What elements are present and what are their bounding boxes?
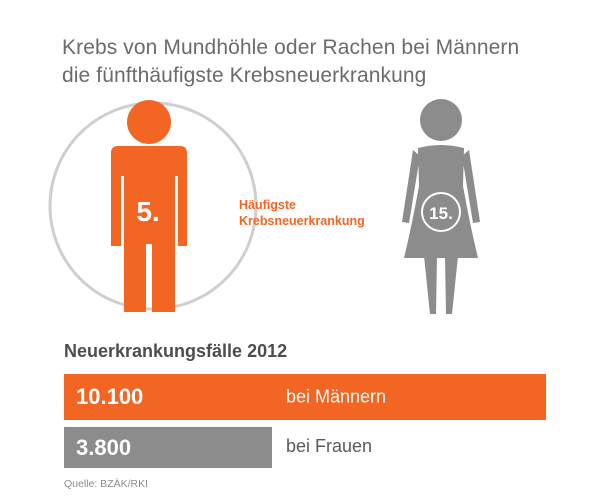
- women-bar: 3.800: [64, 427, 272, 468]
- title-line-2: die fünfthäufigste Krebsneuerkrankung: [62, 64, 427, 87]
- women-rank-number: 15.: [429, 204, 453, 223]
- women-rank-ring: [421, 192, 461, 232]
- figures-graphic: 5. 15.: [48, 99, 480, 314]
- rank-label: Häufigste Krebsneuerkrankung: [239, 197, 365, 229]
- figures-area: 5. 15.: [48, 99, 480, 314]
- men-bar-label: bei Männern: [286, 386, 387, 407]
- woman-icon: [402, 99, 480, 314]
- women-bar-value: 3.800: [76, 434, 132, 460]
- page-title: Krebs von Mundhöhle oder Rachen bei Männ…: [62, 34, 519, 90]
- section-heading: Neuerkrankungsfälle 2012: [64, 341, 288, 361]
- rank-label-line-2: Krebsneuerkrankung: [239, 214, 365, 228]
- men-rank-number: 5.: [136, 196, 159, 227]
- women-bar-label: bei Frauen: [286, 436, 373, 456]
- rank-label-line-1: Häufigste: [239, 198, 296, 212]
- men-bar-value: 10.100: [76, 384, 144, 409]
- men-bar: 10.100 bei Männern: [64, 374, 546, 420]
- title-line-1: Krebs von Mundhöhle oder Rachen bei Männ…: [62, 36, 520, 59]
- man-icon: [111, 100, 187, 312]
- source-note: Quelle: BZÄK/RKI: [64, 478, 149, 490]
